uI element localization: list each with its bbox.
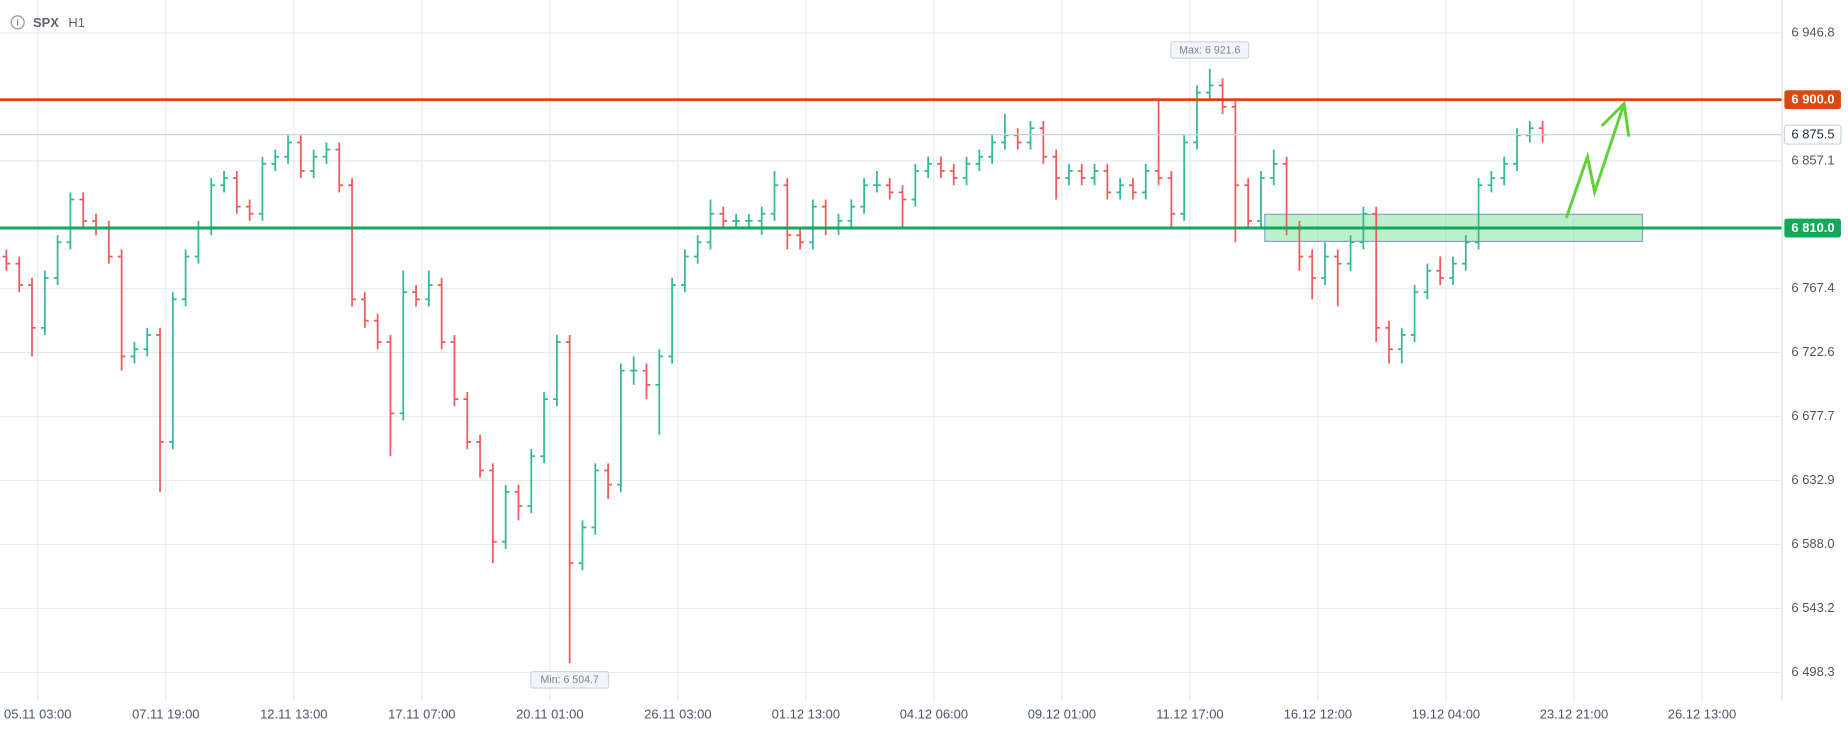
timeframe: H1 <box>68 15 85 30</box>
x-tick-label: 16.12 12:00 <box>1284 706 1352 721</box>
y-tick-label: 6 632.9 <box>1791 472 1834 487</box>
last-price-label: 6 875.5 <box>1791 127 1834 142</box>
symbol: SPX <box>33 15 59 30</box>
overlay: 6 900.0 6 810.0 6 875.5 Max: 6 921.6 Min: 6 … <box>0 41 1842 689</box>
y-tick-label: 6 498.3 <box>1791 664 1834 679</box>
info-icon[interactable] <box>10 15 25 30</box>
x-tick-label: 17.11 07:00 <box>388 706 455 721</box>
x-tick-label: 19.12 04:00 <box>1412 706 1480 721</box>
y-tick-label: 6 946.8 <box>1791 24 1834 39</box>
x-tick-label: 05.11 03:00 <box>4 706 71 721</box>
x-tick-label: 23.12 21:00 <box>1540 706 1608 721</box>
extreme-label: Min: 6 504.7 <box>541 674 599 686</box>
x-tick-label: 04.12 06:00 <box>900 706 968 721</box>
y-tick-label: 6 767.4 <box>1791 280 1834 295</box>
bars <box>2 68 1547 664</box>
x-tick-label: 26.12 13:00 <box>1668 706 1736 721</box>
x-tick-label: 09.12 01:00 <box>1028 706 1096 721</box>
forecast-arrow <box>1564 103 1626 219</box>
y-tick-label: 6 722.6 <box>1791 344 1834 359</box>
x-tick-label: 01.12 13:00 <box>772 706 840 721</box>
extreme-badge <box>1170 41 1250 59</box>
level-badge <box>1784 90 1841 110</box>
extreme-badge <box>530 671 610 689</box>
x-tick-label: 26.11 03:00 <box>644 706 711 721</box>
x-tick-label: 20.11 01:00 <box>516 706 583 721</box>
grid <box>0 0 1782 701</box>
y-tick-label: 6 588.0 <box>1791 536 1834 551</box>
level-label: 6 900.0 <box>1791 92 1834 107</box>
y-tick-label: 6 857.1 <box>1791 152 1834 167</box>
x-tick-label: 12.11 13:00 <box>260 706 327 721</box>
y-tick-label: 6 543.2 <box>1791 600 1834 615</box>
x-tick-label: 11.12 17:00 <box>1156 706 1223 721</box>
x-tick-label: 07.11 19:00 <box>132 706 199 721</box>
info-icon-glyph: i <box>17 16 19 27</box>
extreme-label: Max: 6 921.6 <box>1179 44 1240 56</box>
level-badge <box>1784 218 1841 238</box>
last-price-badge <box>1783 124 1842 145</box>
level-label: 6 810.0 <box>1791 220 1834 235</box>
forecast-arrowhead <box>1600 100 1631 137</box>
y-tick-label: 6 677.7 <box>1791 408 1834 423</box>
